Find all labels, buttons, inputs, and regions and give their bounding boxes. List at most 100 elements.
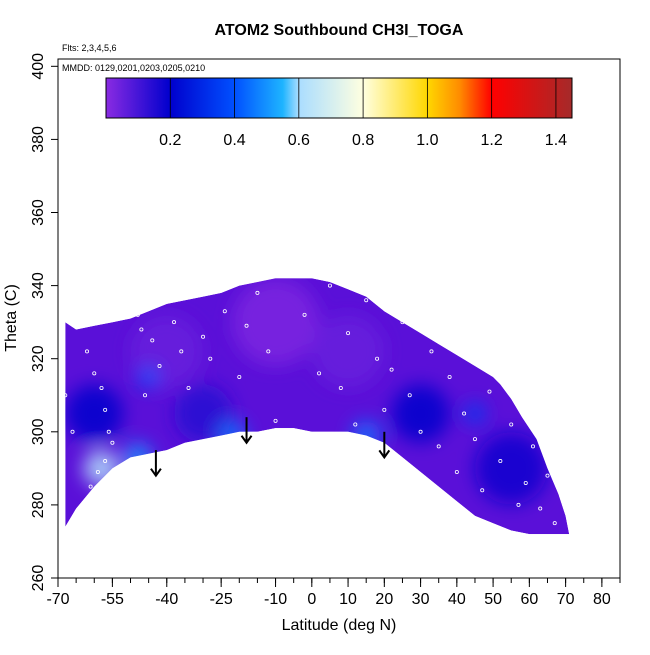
- sample-point: [317, 371, 322, 376]
- y-tick-label: 400: [30, 53, 47, 80]
- sample-point: [389, 367, 394, 372]
- sample-point: [530, 444, 535, 449]
- sample-point: [63, 393, 68, 398]
- x-tick-label: -40: [155, 591, 178, 608]
- sample-point: [382, 407, 387, 412]
- sample-point: [418, 429, 423, 434]
- sample-point: [172, 320, 177, 325]
- y-tick-label: 300: [30, 418, 47, 445]
- x-tick-label: 80: [593, 591, 611, 608]
- sample-point: [99, 385, 104, 390]
- sample-point: [143, 393, 148, 398]
- x-axis: -70 -55 -40 -25 -10 0 10 20 30 40 50 60 70 80: [46, 578, 621, 608]
- theta-latitude-field: [65, 278, 570, 535]
- sample-point: [92, 371, 97, 376]
- sample-point: [375, 356, 380, 361]
- sample-point: [135, 312, 140, 317]
- x-tick-label: 30: [412, 591, 430, 608]
- sample-point: [244, 323, 249, 328]
- sample-point: [498, 459, 503, 464]
- chart-title: ATOM2 Southbound CH3I_TOGA: [215, 22, 464, 39]
- colorbar-tick-label: 0.4: [223, 132, 245, 149]
- sample-point: [538, 506, 543, 511]
- sample-point: [237, 374, 242, 379]
- sample-point: [523, 480, 528, 485]
- sample-point: [353, 422, 358, 427]
- value-blob: [65, 384, 124, 443]
- colorbar-dividers: [169, 78, 557, 118]
- value-blob: [137, 366, 160, 388]
- value-blob: [311, 315, 385, 388]
- sample-point: [400, 320, 405, 325]
- sample-point: [150, 338, 155, 343]
- value-blob: [174, 384, 233, 443]
- y-tick-label: 260: [30, 565, 47, 592]
- colorbar-tick-label: 1.0: [416, 132, 438, 149]
- x-tick-label: -10: [264, 591, 287, 608]
- value-blob: [474, 432, 548, 505]
- x-tick-label: 20: [375, 591, 393, 608]
- y-axis: 260 280 300 320 340 360 380 400: [30, 53, 58, 591]
- colorbar-fill: [105, 77, 573, 119]
- sample-point: [273, 418, 278, 423]
- sample-point: [222, 309, 227, 314]
- arrow-head: [150, 468, 162, 478]
- sample-point: [179, 349, 184, 354]
- sample-point: [103, 459, 108, 464]
- x-axis-label: Latitude (deg N): [282, 617, 397, 634]
- x-tick-label: 0: [307, 591, 316, 608]
- sample-point: [516, 502, 521, 507]
- sample-point: [110, 440, 115, 445]
- sample-point: [70, 429, 75, 434]
- sample-point: [327, 283, 332, 288]
- arrow-head: [378, 449, 391, 460]
- sample-point: [436, 444, 441, 449]
- value-blob: [391, 384, 450, 443]
- sample-point: [95, 470, 100, 475]
- y-tick-label: 280: [30, 491, 47, 518]
- x-tick-label: 60: [520, 591, 538, 608]
- sample-point: [88, 484, 93, 489]
- sample-point: [201, 334, 206, 339]
- y-tick-label: 380: [30, 126, 47, 153]
- value-blob: [83, 450, 120, 487]
- sample-point: [106, 429, 111, 434]
- colorbar-tick-label: 1.2: [481, 132, 503, 149]
- y-tick-label: 320: [30, 345, 47, 372]
- colorbar-tick-label: 0.8: [352, 132, 374, 149]
- sample-point: [338, 385, 343, 390]
- sample-point: [364, 298, 369, 303]
- sample-point: [454, 470, 459, 475]
- sample-point: [157, 364, 162, 369]
- x-tick-label: 70: [557, 591, 575, 608]
- sample-point: [509, 422, 514, 427]
- x-tick-label: 40: [448, 591, 466, 608]
- sample-point: [302, 312, 307, 317]
- colorbar-tick-label: 0.6: [288, 132, 310, 149]
- sample-point: [346, 331, 351, 336]
- flights-annotation: Flts: 2,3,4,5,6: [62, 43, 117, 53]
- sample-point: [447, 374, 452, 379]
- sample-points: [63, 250, 557, 526]
- sample-point: [255, 290, 260, 295]
- sample-point: [462, 411, 467, 416]
- sample-point: [407, 393, 412, 398]
- sample-point: [164, 290, 169, 295]
- x-tick-label: -55: [101, 591, 124, 608]
- arrow-head: [240, 435, 253, 445]
- sample-point: [139, 327, 144, 332]
- sample-point: [545, 473, 550, 478]
- sample-point: [480, 488, 485, 493]
- x-tick-label: 50: [484, 591, 502, 608]
- sample-point: [472, 437, 477, 442]
- x-tick-label: 10: [339, 591, 357, 608]
- value-blob: [232, 278, 320, 366]
- field-value-blobs: [65, 278, 548, 505]
- y-tick-label: 340: [30, 272, 47, 299]
- sample-point: [429, 349, 434, 354]
- sample-point: [103, 407, 108, 412]
- date-annotation: MMDD: 0129,0201,0203,0205,0210: [62, 63, 205, 73]
- sample-point: [186, 385, 191, 390]
